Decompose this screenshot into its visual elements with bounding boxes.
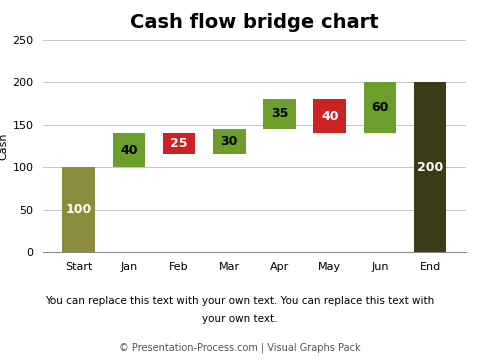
Bar	[62, 167, 95, 252]
Text: © Presentation-Process.com | Visual Graphs Pack: © Presentation-Process.com | Visual Grap…	[119, 342, 361, 353]
Text: 25: 25	[170, 137, 188, 150]
Text: 40: 40	[120, 144, 138, 157]
Bar	[213, 129, 246, 154]
Bar	[313, 99, 346, 133]
Text: 40: 40	[321, 109, 338, 122]
Text: You can replace this text with your own text. You can replace this text with: You can replace this text with your own …	[46, 296, 434, 306]
Text: 200: 200	[417, 161, 443, 174]
Bar	[263, 99, 296, 129]
Text: 30: 30	[221, 135, 238, 148]
Title: Cash flow bridge chart: Cash flow bridge chart	[130, 13, 379, 32]
Text: your own text.: your own text.	[202, 314, 278, 324]
Text: 35: 35	[271, 107, 288, 121]
Bar	[414, 82, 446, 252]
Bar	[113, 133, 145, 167]
Text: 60: 60	[371, 101, 389, 114]
Bar	[163, 133, 195, 154]
Bar	[363, 82, 396, 133]
Y-axis label: Cash: Cash	[0, 132, 8, 159]
Text: 100: 100	[66, 203, 92, 216]
